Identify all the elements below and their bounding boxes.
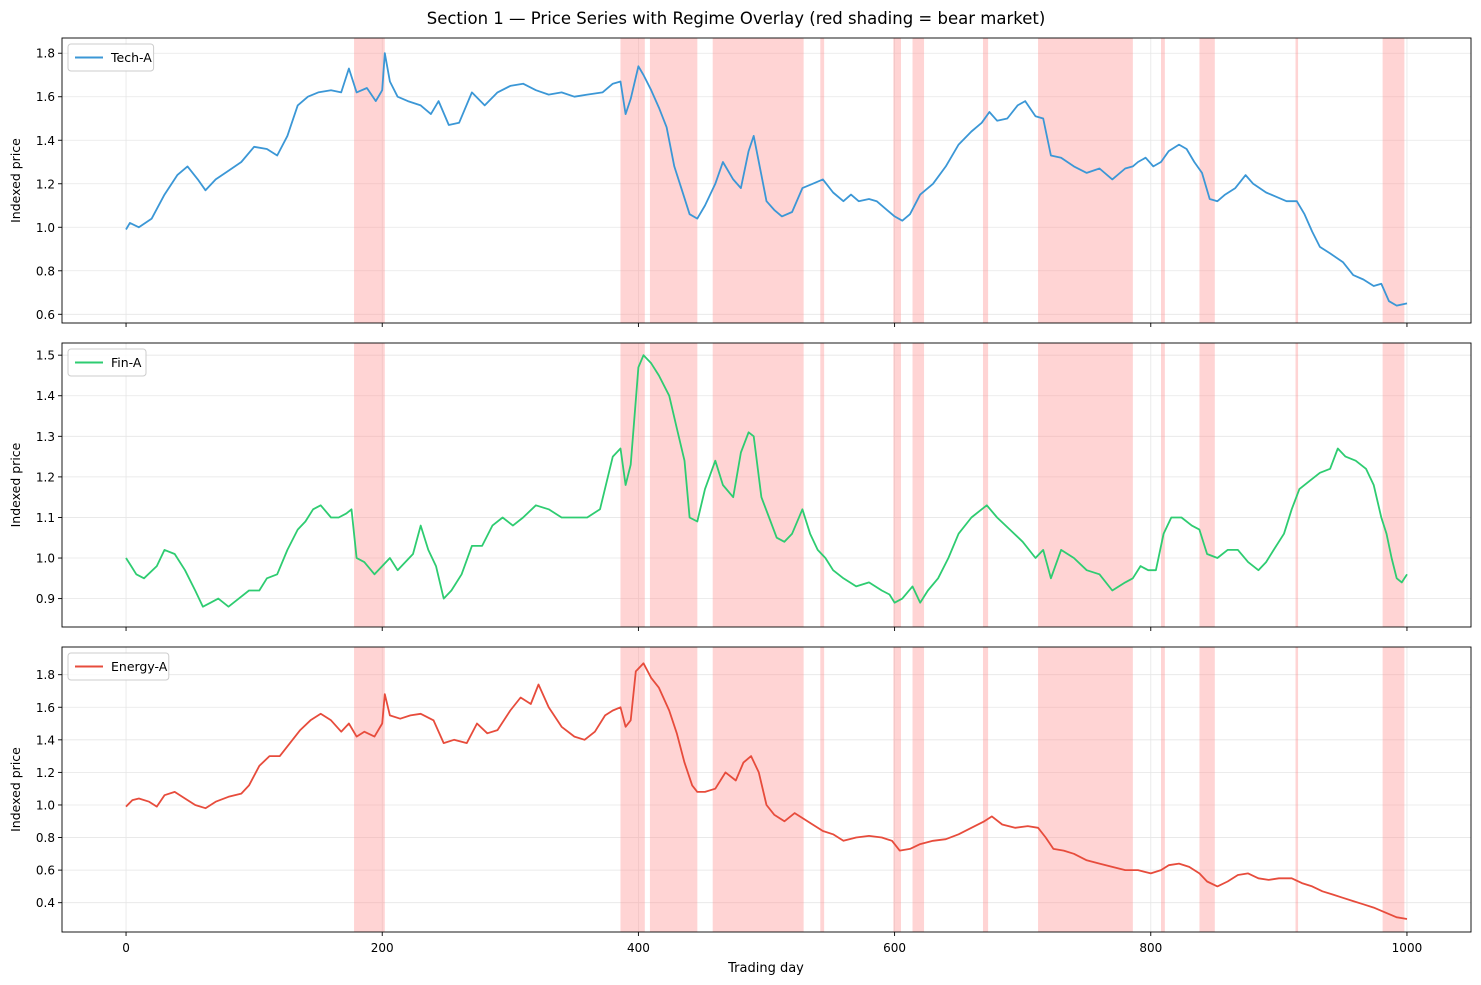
y-tick-label: 1.1 (36, 511, 55, 525)
bear-regime-band (1161, 38, 1165, 323)
x-tick-label: 200 (371, 941, 394, 955)
bear-regime-band (649, 647, 698, 932)
bear-regime-band (982, 38, 989, 323)
bear-regime-band (1199, 647, 1215, 932)
y-tick-label: 1.8 (36, 668, 55, 682)
y-tick-label: 1.0 (36, 552, 55, 566)
legend-label: Tech-A (110, 50, 152, 65)
series-line-tech-a (125, 52, 1408, 307)
legend-box (67, 348, 147, 377)
legend-box (67, 43, 155, 72)
bear-regime-band (912, 38, 925, 323)
bear-regime-band (1038, 647, 1133, 932)
axes-frame (61, 342, 1472, 628)
x-axis-label: Trading day (727, 961, 804, 976)
x-tick-label: 600 (883, 941, 906, 955)
bear-regime-band (354, 343, 385, 627)
y-tick-label: 1.0 (36, 798, 55, 812)
bear-regime-band (620, 647, 645, 932)
bear-regime-band (620, 38, 645, 323)
x-tick-label: 0 (122, 941, 130, 955)
y-tick-label: 1.5 (36, 349, 55, 363)
y-axis-label: Indexed price (8, 138, 23, 223)
y-tick-label: 1.2 (36, 470, 55, 484)
bear-regime-band (1382, 647, 1405, 932)
series-line-energy-a (125, 662, 1408, 920)
y-tick-label: 1.4 (36, 733, 55, 747)
y-tick-label: 0.4 (36, 896, 55, 910)
y-tick-label: 1.6 (36, 90, 55, 104)
figure-title: Section 1 — Price Series with Regime Ove… (427, 9, 1046, 28)
bear-regime-band (1295, 38, 1299, 323)
bear-regime-band (354, 647, 385, 932)
bear-regime-band (893, 647, 901, 932)
y-tick-label: 1.3 (36, 430, 55, 444)
bear-regime-band (1295, 343, 1299, 627)
bear-regime-band (1161, 343, 1165, 627)
y-tick-label: 1.2 (36, 177, 55, 191)
bear-regime-band (354, 38, 385, 323)
bear-regime-band (1199, 38, 1215, 323)
bear-regime-band (982, 343, 989, 627)
panel-fin-a: 0.9 1.0 1.1 1.2 1.3 1.4 1.5 Indexed price Fin-A (8, 342, 1472, 631)
y-tick-label: 0.9 (36, 592, 55, 606)
bear-regime-band (712, 647, 804, 932)
y-tick-label: 1.2 (36, 766, 55, 780)
bear-regime-band (820, 343, 825, 627)
series-line-fin-a (125, 354, 1408, 608)
bear-regime-band (1199, 343, 1215, 627)
x-tick-label: 1000 (1392, 941, 1423, 955)
bear-regime-band (1295, 647, 1299, 932)
y-tick-label: 1.0 (36, 221, 55, 235)
bear-regime-band (1161, 647, 1165, 932)
bear-regime-band (712, 343, 804, 627)
bear-regime-band (1382, 38, 1405, 323)
bear-regime-band (712, 38, 804, 323)
bear-regime-band (1038, 38, 1133, 323)
y-axis-label: Indexed price (8, 442, 23, 527)
bear-regime-band (1038, 343, 1133, 627)
x-tick-label: 400 (627, 941, 650, 955)
bear-regime-band (893, 38, 901, 323)
bear-regime-band (893, 343, 901, 627)
panel-tech-a: 0.6 0.8 1.0 1.2 1.4 1.6 1.8 Indexed price Tech-A (8, 37, 1472, 327)
y-tick-label: 1.4 (36, 134, 55, 148)
bear-regime-band (620, 343, 645, 627)
bear-regime-band (820, 647, 825, 932)
y-axis-label: Indexed price (8, 747, 23, 832)
y-tick-label: 1.6 (36, 701, 55, 715)
bear-regime-band (912, 343, 925, 627)
bear-regime-band (982, 647, 989, 932)
bear-regime-band (1382, 343, 1405, 627)
bear-regime-band (912, 647, 925, 932)
bear-regime-band (649, 343, 698, 627)
legend-label: Energy-A (111, 659, 168, 674)
panel-energy-a: 0.4 0.6 0.8 1.0 1.2 1.4 1.6 1.8 0 200 400 600 800 100… (8, 646, 1472, 955)
y-tick-label: 0.6 (36, 864, 55, 878)
bear-regime-band (649, 38, 698, 323)
y-tick-label: 1.8 (36, 47, 55, 61)
axes-frame (61, 646, 1472, 933)
y-tick-label: 1.4 (36, 389, 55, 403)
legend-box (67, 652, 170, 681)
legend-label: Fin-A (111, 355, 142, 370)
axes-frame (61, 37, 1472, 324)
y-tick-label: 0.8 (36, 831, 55, 845)
x-tick-label: 800 (1139, 941, 1162, 955)
y-tick-label: 0.8 (36, 264, 55, 278)
y-tick-label: 0.6 (36, 308, 55, 322)
